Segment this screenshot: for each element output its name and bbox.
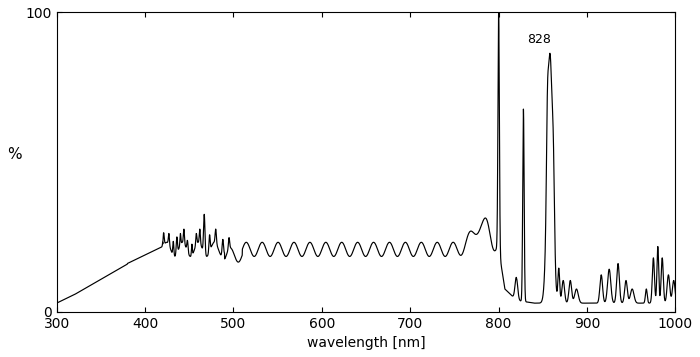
- Y-axis label: %: %: [7, 147, 22, 162]
- X-axis label: wavelength [nm]: wavelength [nm]: [307, 336, 426, 350]
- Text: 828: 828: [527, 34, 551, 46]
